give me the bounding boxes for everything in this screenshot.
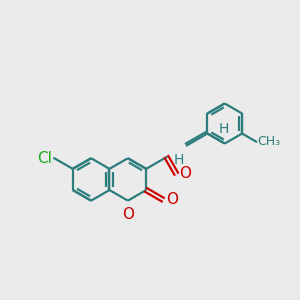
Text: O: O: [179, 166, 191, 181]
Text: O: O: [122, 207, 134, 222]
Text: Cl: Cl: [38, 151, 52, 166]
Text: H: H: [173, 153, 184, 167]
Text: H: H: [219, 122, 229, 136]
Text: O: O: [166, 192, 178, 207]
Text: CH₃: CH₃: [257, 134, 280, 148]
